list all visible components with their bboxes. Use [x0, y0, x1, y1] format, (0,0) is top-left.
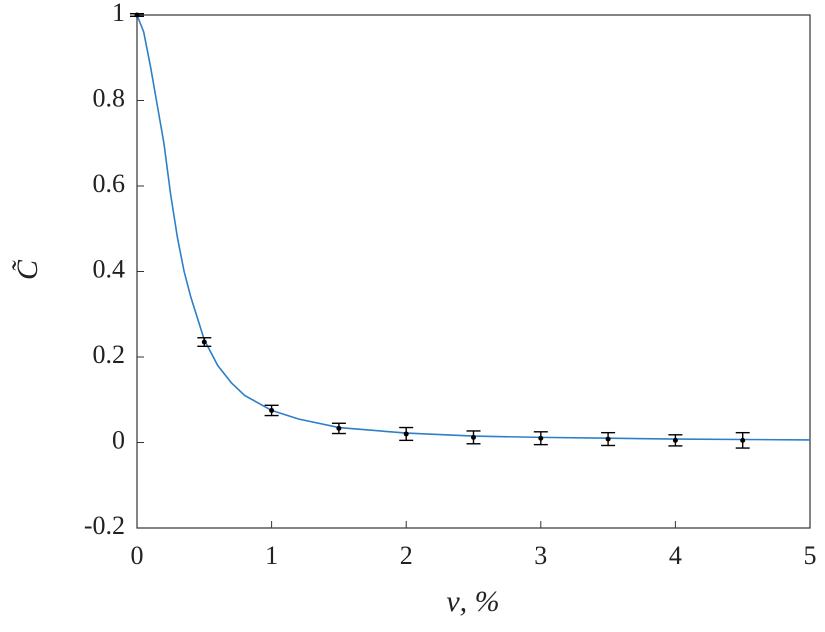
error-bar-part	[134, 12, 140, 18]
error-bar-part	[605, 436, 611, 442]
plot-frame	[136, 14, 811, 529]
x-tick-label: 4	[669, 541, 682, 570]
x-tick-label: 1	[265, 541, 278, 570]
x-tick-label: 2	[400, 541, 413, 570]
y-axis-label: C̃	[11, 259, 44, 280]
error-bar-part	[403, 431, 409, 437]
x-tick-label: 5	[804, 541, 817, 570]
y-tick-label: 0.2	[93, 340, 126, 369]
y-tick-label: 0.8	[93, 83, 126, 112]
error-point	[601, 431, 616, 447]
error-bar-part	[672, 437, 678, 443]
error-point	[735, 431, 750, 449]
y-tick-label: 1	[112, 0, 125, 27]
y-tick-label: 0.4	[93, 254, 126, 283]
error-point	[668, 434, 683, 447]
error-bar-part	[538, 435, 544, 441]
error-point	[264, 404, 279, 417]
y-tick-label: -0.2	[84, 511, 125, 540]
x-tick-label: 0	[131, 541, 144, 570]
error-bar-part	[740, 437, 746, 443]
x-axis-label: ν, %	[446, 585, 499, 618]
y-tick-label: 0	[112, 425, 125, 454]
error-point	[533, 431, 548, 446]
error-point	[466, 430, 481, 445]
error-bar-part	[269, 407, 275, 413]
error-point	[197, 337, 212, 348]
curve	[136, 14, 811, 441]
error-bar-part	[471, 434, 477, 440]
y-tick-label: 0.6	[93, 169, 126, 198]
error-point	[130, 12, 144, 18]
x-tick-label: 3	[534, 541, 547, 570]
error-bar-part	[336, 425, 342, 431]
error-bar-part	[201, 339, 207, 345]
error-point	[331, 422, 346, 435]
error-point	[399, 426, 414, 442]
